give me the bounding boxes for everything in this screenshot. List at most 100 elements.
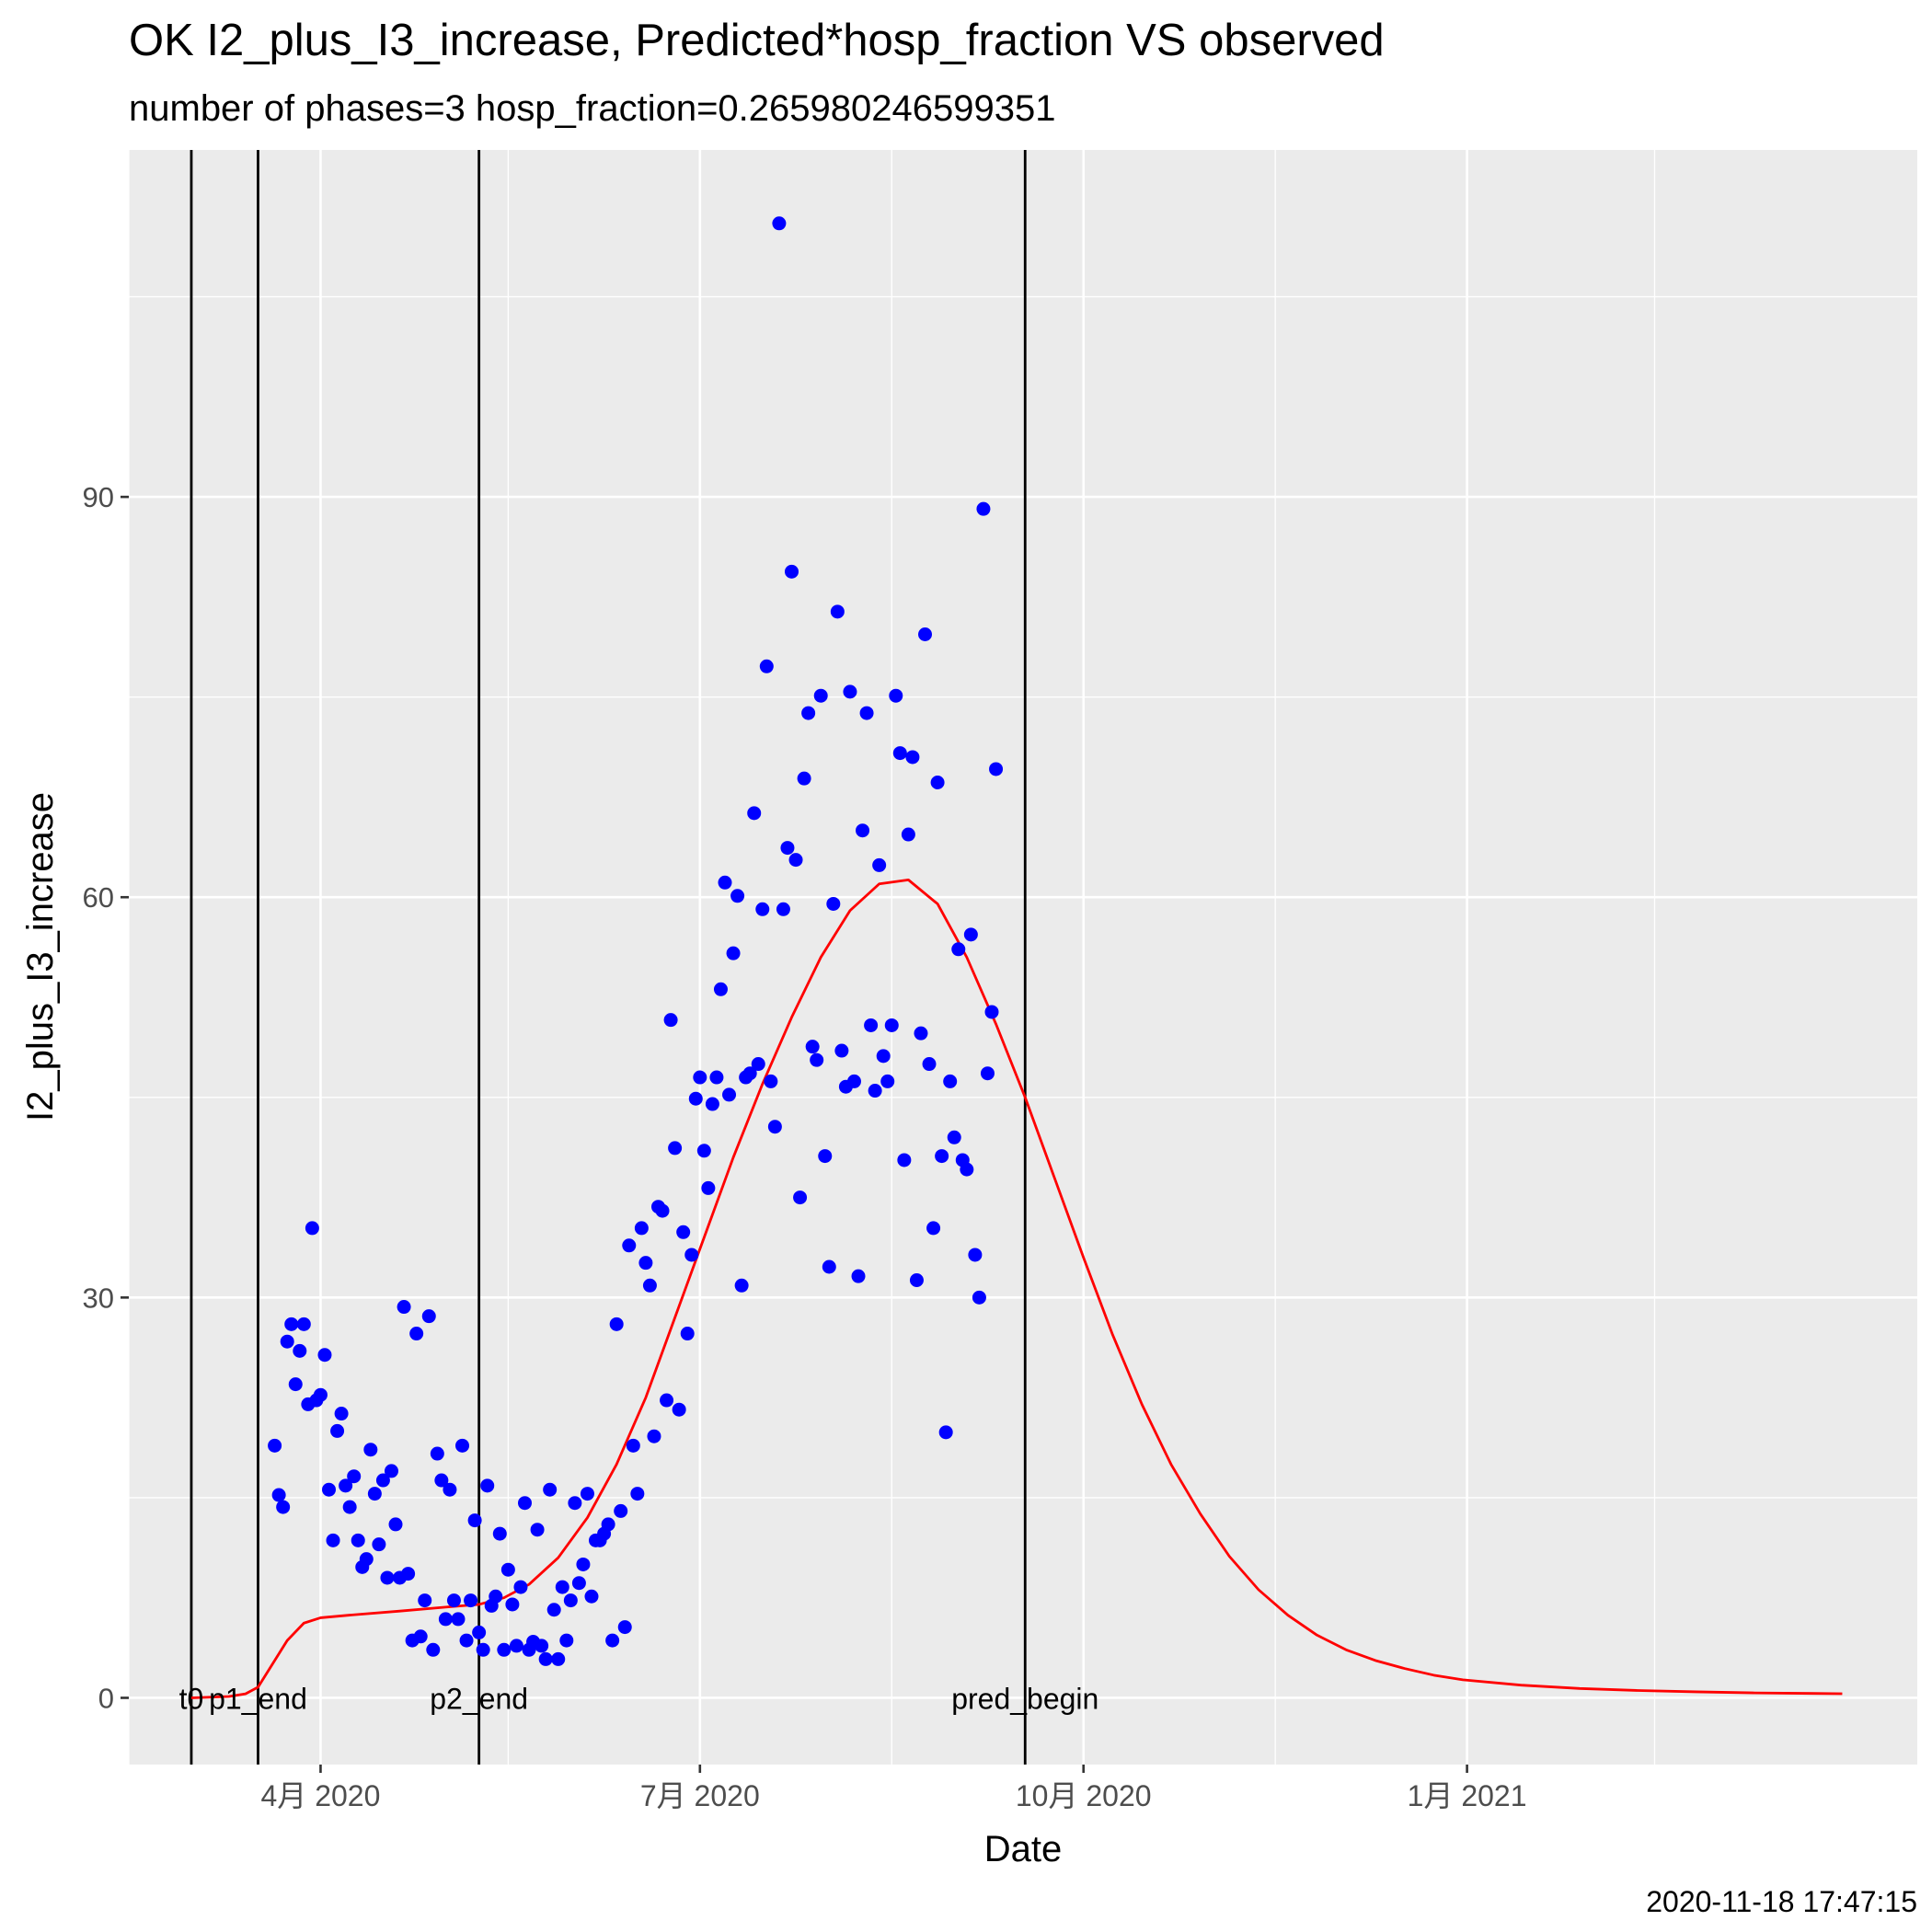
observed-point: [622, 1238, 637, 1253]
observed-point: [334, 1407, 349, 1421]
observed-point: [614, 1503, 628, 1518]
observed-point: [296, 1317, 311, 1331]
observed-point: [660, 1393, 674, 1408]
observed-point: [268, 1438, 282, 1453]
y-tick-label: 60: [83, 881, 114, 914]
observed-point: [989, 762, 1004, 776]
observed-point: [538, 1651, 553, 1666]
observed-point: [859, 706, 874, 720]
observed-point: [872, 857, 887, 872]
vline-label-p2_end: p2_end: [430, 1682, 528, 1715]
observed-point: [617, 1620, 632, 1635]
vline-label-t0: t0: [179, 1682, 204, 1715]
observed-point: [426, 1642, 441, 1657]
observed-point: [351, 1533, 365, 1547]
observed-point: [810, 1052, 824, 1067]
observed-point: [672, 1402, 686, 1417]
observed-point: [909, 1273, 924, 1287]
observed-point: [897, 1153, 912, 1167]
observed-point: [693, 1070, 707, 1085]
observed-point: [509, 1639, 523, 1653]
observed-point: [505, 1597, 520, 1612]
observed-point: [788, 853, 803, 868]
observed-point: [938, 1425, 953, 1440]
observed-point: [818, 1149, 833, 1164]
observed-point: [626, 1438, 640, 1453]
observed-point: [734, 1278, 749, 1293]
vline-label-pred_begin: pred_begin: [951, 1682, 1098, 1715]
observed-point: [947, 1130, 961, 1144]
chart-subtitle: number of phases=3 hosp_fraction=0.26598…: [129, 88, 1055, 129]
observed-point: [793, 1190, 808, 1205]
observed-point: [851, 1269, 866, 1283]
observed-point: [747, 806, 762, 821]
observed-point: [713, 982, 728, 996]
x-axis: 4月 2020 7月 2020 10月 2020 1月 2021: [261, 1765, 1527, 1812]
observed-point: [434, 1473, 449, 1488]
observed-point: [459, 1633, 474, 1648]
observed-point: [535, 1639, 549, 1653]
observed-point: [630, 1487, 645, 1501]
observed-point: [634, 1221, 649, 1236]
observed-point: [892, 746, 907, 761]
observed-point: [785, 564, 799, 579]
observed-point: [943, 1074, 958, 1088]
observed-point: [884, 1018, 899, 1032]
predicted-line-group: [190, 878, 1843, 1699]
observed-point: [313, 1387, 328, 1402]
phase-labels: t0 p1_end p2_end pred_begin: [179, 1682, 1099, 1715]
plot-background: [129, 150, 1917, 1765]
observed-point: [430, 1446, 444, 1461]
observed-point: [668, 1141, 683, 1156]
y-axis: 0 30 60 90: [83, 481, 129, 1714]
observed-point: [584, 1589, 599, 1604]
chart-title: OK I2_plus_I3_increase, Predicted*hosp_f…: [129, 16, 1385, 65]
observed-point: [864, 1018, 879, 1032]
observed-point: [500, 1562, 515, 1577]
observed-point: [647, 1429, 661, 1443]
observed-point: [880, 1074, 895, 1088]
observed-point: [856, 823, 870, 838]
observed-point: [922, 1057, 937, 1072]
observed-point: [726, 946, 741, 960]
observed-point: [551, 1651, 566, 1666]
observed-point: [271, 1488, 286, 1502]
observed-point: [401, 1567, 416, 1581]
observed-point: [568, 1496, 582, 1511]
observed-point: [846, 1074, 861, 1088]
y-axis-title: I2_plus_I3_increase: [20, 792, 61, 1121]
observed-point: [813, 688, 828, 703]
observed-point: [776, 902, 790, 916]
observed-point: [489, 1589, 503, 1604]
observed-point: [305, 1221, 319, 1236]
predicted-line: [190, 878, 1843, 1699]
observed-point: [642, 1278, 657, 1293]
observed-point: [492, 1526, 507, 1541]
observed-point: [517, 1496, 532, 1511]
observed-point: [876, 1049, 891, 1064]
observed-point: [676, 1225, 691, 1239]
observed-point: [680, 1327, 695, 1341]
observed-point: [464, 1593, 478, 1608]
observed-point: [696, 1144, 711, 1158]
observed-point: [375, 1473, 390, 1488]
observed-point: [905, 750, 920, 765]
observed-points: [268, 216, 1004, 1666]
observed-point: [826, 896, 841, 911]
observed-point: [342, 1500, 357, 1514]
y-tick-label: 30: [83, 1282, 114, 1314]
observed-point: [755, 902, 770, 916]
observed-point: [930, 776, 945, 789]
observed-point: [822, 1259, 836, 1274]
observed-point: [339, 1478, 353, 1493]
observed-point: [834, 1043, 849, 1058]
observed-point: [284, 1317, 299, 1331]
y-tick-label: 90: [83, 481, 114, 513]
observed-point: [843, 684, 857, 699]
observed-point: [413, 1629, 428, 1644]
observed-point: [438, 1612, 453, 1627]
observed-point: [951, 942, 966, 957]
observed-point: [276, 1500, 291, 1514]
observed-point: [960, 1162, 974, 1177]
